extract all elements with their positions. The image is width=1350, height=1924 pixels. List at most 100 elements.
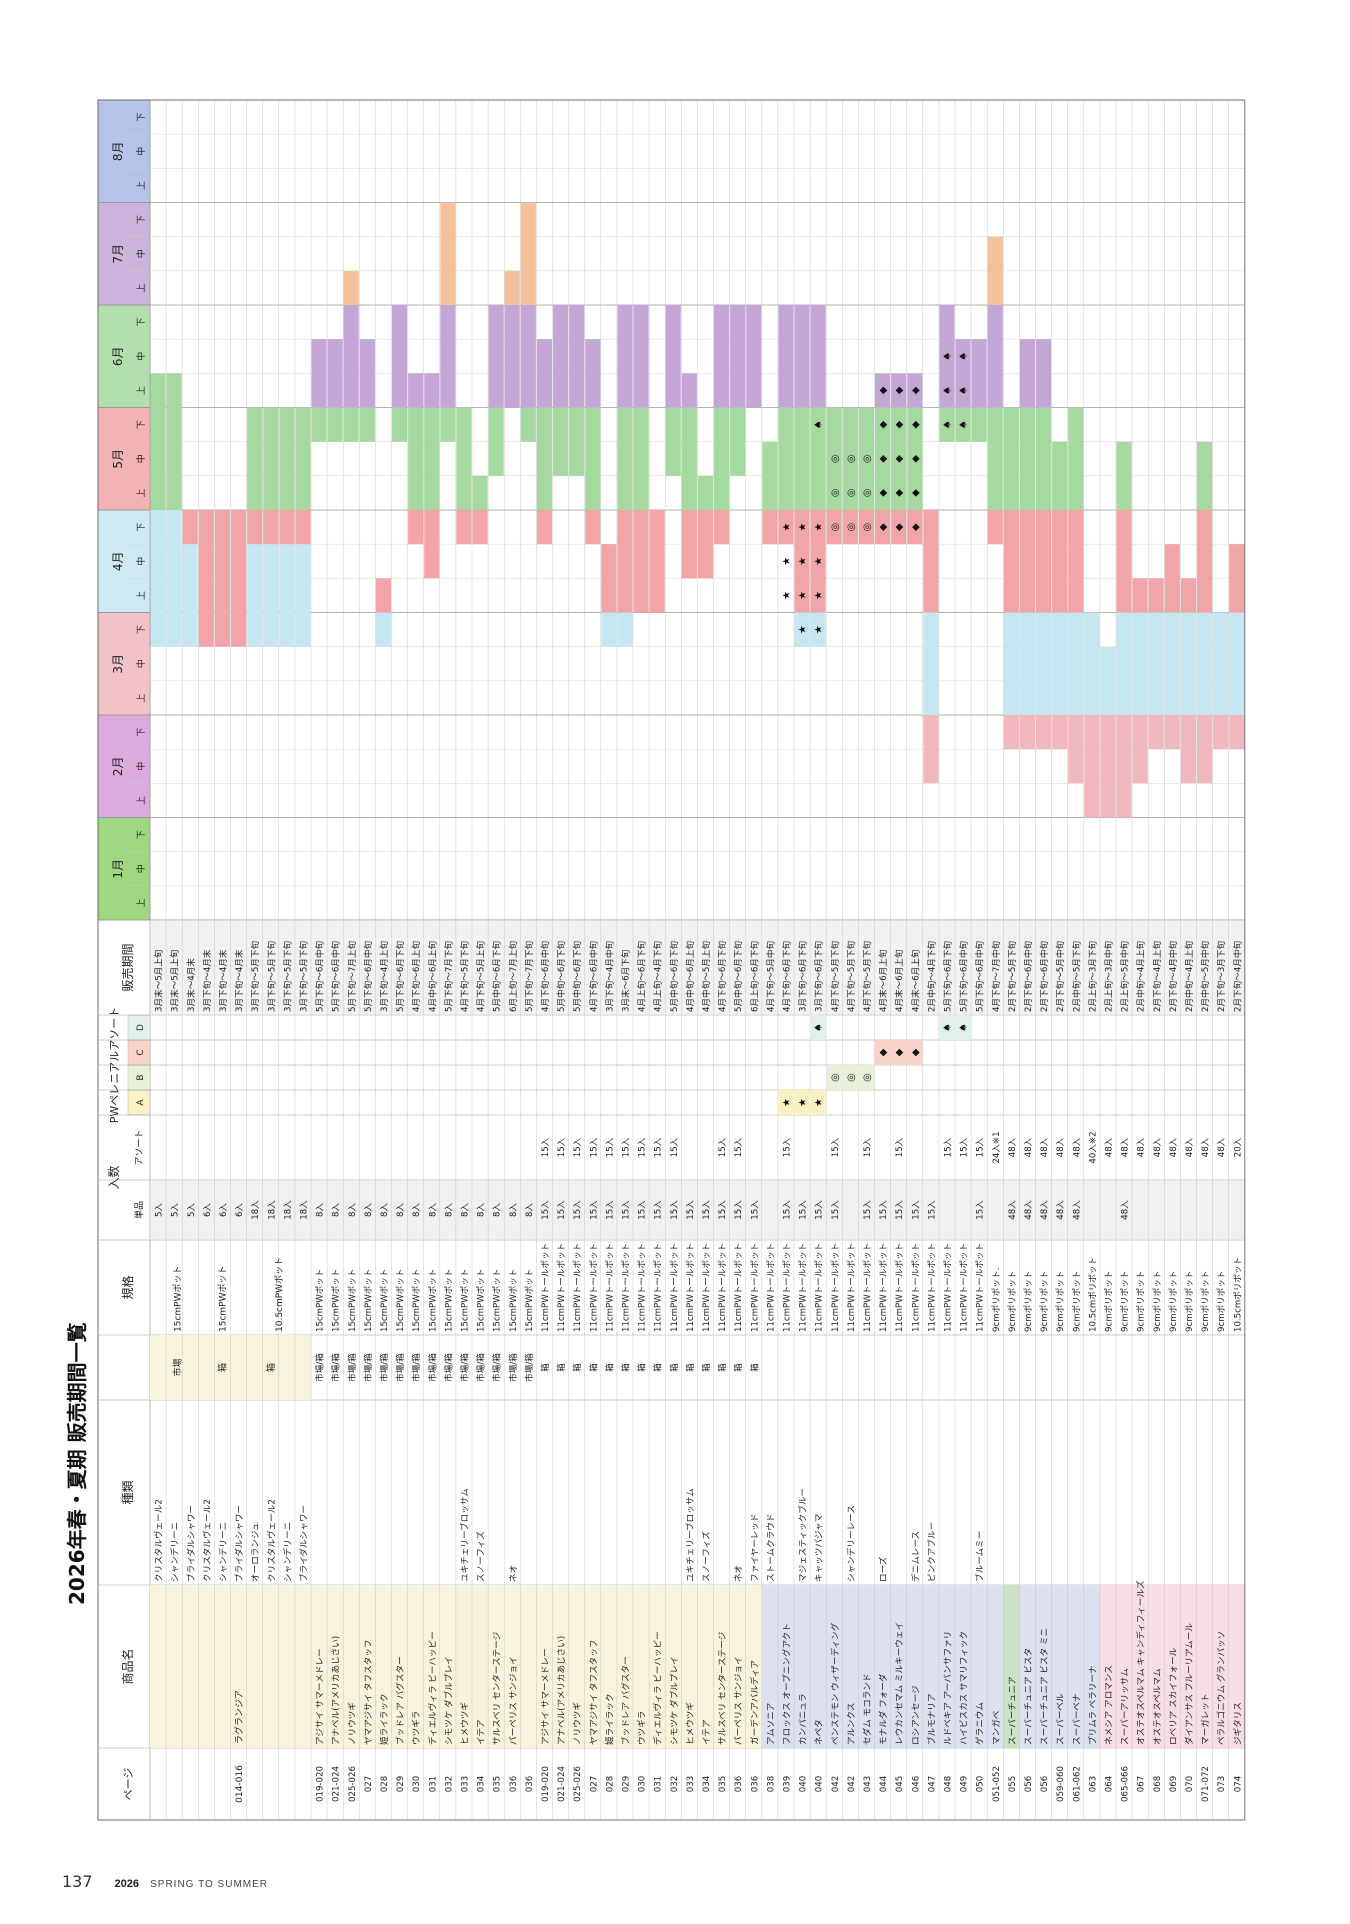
cell-period: 2月上旬～5月中旬 (1119, 941, 1131, 1012)
cell-pwA-bg (810, 1090, 827, 1115)
period-bar (697, 475, 714, 510)
cell-period: 2月中旬～4月上旬 (1183, 941, 1195, 1012)
period-bar (842, 407, 858, 510)
third-label-8-1: 上 (136, 181, 147, 190)
cell-spec: 9cmポリポット (1007, 1270, 1018, 1332)
cell-spec: 11cmPWトールポット (653, 1243, 664, 1332)
cell-page: 025-026 (573, 1766, 583, 1802)
third-label-2-3: 下 (137, 728, 147, 737)
cell-page: 048 (943, 1776, 953, 1792)
cell-spec: 15cmPWポット (427, 1269, 438, 1333)
cell-single: 18入 (299, 1200, 309, 1220)
period-bar (1068, 612, 1084, 715)
cell-period: 5月下旬～7月下旬 (523, 941, 535, 1012)
footer-tagline: SPRING TO SUMMER (150, 1879, 268, 1890)
cell-pwB-bg (858, 1065, 875, 1090)
period-bar (1197, 510, 1213, 613)
cell-pwD-bg (938, 1015, 956, 1040)
cell-single: 15入 (605, 1200, 615, 1220)
cell-spec: 11cmPWトールポット (669, 1243, 680, 1332)
cell-period: 3月末～5月上旬 (169, 949, 181, 1012)
cell-handling: 市場/箱 (426, 1353, 438, 1382)
period-bar (1019, 339, 1036, 408)
cell-name: シモツケ ダブルプレイ (668, 1656, 680, 1745)
cell-period: 5月下旬～6月下旬 (941, 941, 953, 1012)
period-bar (392, 305, 408, 408)
period-mark: ◆ (894, 489, 905, 497)
period-bar (1213, 612, 1229, 715)
cell-period: 5月中旬～6月下旬 (732, 941, 744, 1012)
period-bar (1036, 510, 1052, 613)
third-label-1-3: 下 (137, 830, 147, 839)
cell-single: 48入 (1008, 1200, 1018, 1220)
period-bar (1019, 714, 1036, 750)
period-bar (359, 407, 375, 442)
cell-single: 15入 (831, 1200, 841, 1220)
period-bar (488, 407, 504, 476)
header-period: 販売期間 (120, 943, 135, 991)
cell-page: 025-026 (348, 1766, 358, 1802)
period-bar (762, 441, 778, 510)
period-bar (504, 270, 520, 305)
group-hand-hako-1: 箱 (217, 1363, 229, 1372)
cell-handling: 市場/箱 (346, 1353, 358, 1382)
cell-period: 5月中旬～6月下旬 (571, 941, 583, 1012)
cell-period: 3月下旬～4月末 (233, 949, 245, 1012)
cell-single: 15入 (654, 1200, 664, 1220)
period-bar (875, 407, 891, 510)
cell-page: 021-024 (332, 1766, 342, 1802)
cell-page: 021-024 (557, 1766, 567, 1802)
cell-spec: 15cmPWポット (492, 1269, 503, 1333)
cell-single: 18入 (283, 1200, 293, 1220)
cell-kind: ブライダルシャワー (233, 1505, 245, 1582)
period-bar (295, 509, 311, 545)
period-mark: ◎ (862, 454, 873, 463)
period-bar (1003, 407, 1019, 510)
cell-name: ロシアンセージ (910, 1685, 921, 1745)
period-bar (408, 373, 424, 408)
cell-single: 6入 (235, 1203, 245, 1217)
period-mark: ★ (798, 523, 809, 532)
cell-single: 8入 (444, 1203, 454, 1217)
cell-period: 4月下旬～6月下旬 (780, 941, 792, 1012)
cell-pwC-bg (874, 1040, 891, 1065)
cell-kind: シャンデリーニ (217, 1522, 229, 1582)
group-shade-perennial (761, 1585, 1004, 1748)
cell-single: 15入 (718, 1200, 728, 1220)
group-spec-b: 15cmPWポット (218, 1266, 229, 1333)
cell-spec: 11cmPWトールポット (572, 1243, 583, 1332)
cell-single: 15入 (799, 1200, 809, 1220)
table-border (97, 99, 1246, 1821)
period-bar (1052, 441, 1068, 510)
cell-period: 4月末～6月上旬 (877, 949, 889, 1012)
group-laguna-page: 014-016 (235, 1765, 245, 1803)
period-bar (1229, 714, 1245, 750)
cell-page: 028 (380, 1776, 390, 1792)
cell-page: 074 (1233, 1776, 1243, 1792)
cell-page: 042 (847, 1776, 857, 1792)
cell-kind: ユキチェリーブロッサム (684, 1488, 696, 1582)
cell-period: 2月上旬～3月下旬 (1086, 941, 1098, 1012)
period-bar (1180, 578, 1197, 613)
period-mark: ♠ (942, 420, 953, 429)
third-label-6-2: 中 (135, 352, 147, 361)
period-bar (891, 509, 907, 545)
cell-single: 15入 (734, 1200, 744, 1220)
header-name: 商品名 (120, 1648, 135, 1684)
period-bar (1100, 646, 1116, 715)
cell-assort: 15入 (976, 1137, 986, 1157)
cell-kind: デニムレース (909, 1531, 921, 1582)
cell-pwD: ♠ (814, 1023, 825, 1032)
cell-single: 15入 (702, 1200, 712, 1220)
period-bar (1019, 510, 1036, 613)
cell-spec: 11cmPWトールポット (975, 1243, 986, 1332)
cell-page: 032 (444, 1776, 454, 1792)
cell-kind: ファイヤーレッド (750, 1514, 760, 1583)
cell-name: ウツギラ (411, 1711, 422, 1745)
period-bar (553, 407, 569, 476)
cell-single: 8入 (364, 1203, 374, 1217)
cell-period: 3月末～6月下旬 (619, 949, 631, 1012)
cell-pwA-bg (777, 1090, 795, 1115)
cell-period: 5月中旬～6月下旬 (555, 941, 567, 1012)
period-mark: ◆ (910, 420, 921, 428)
